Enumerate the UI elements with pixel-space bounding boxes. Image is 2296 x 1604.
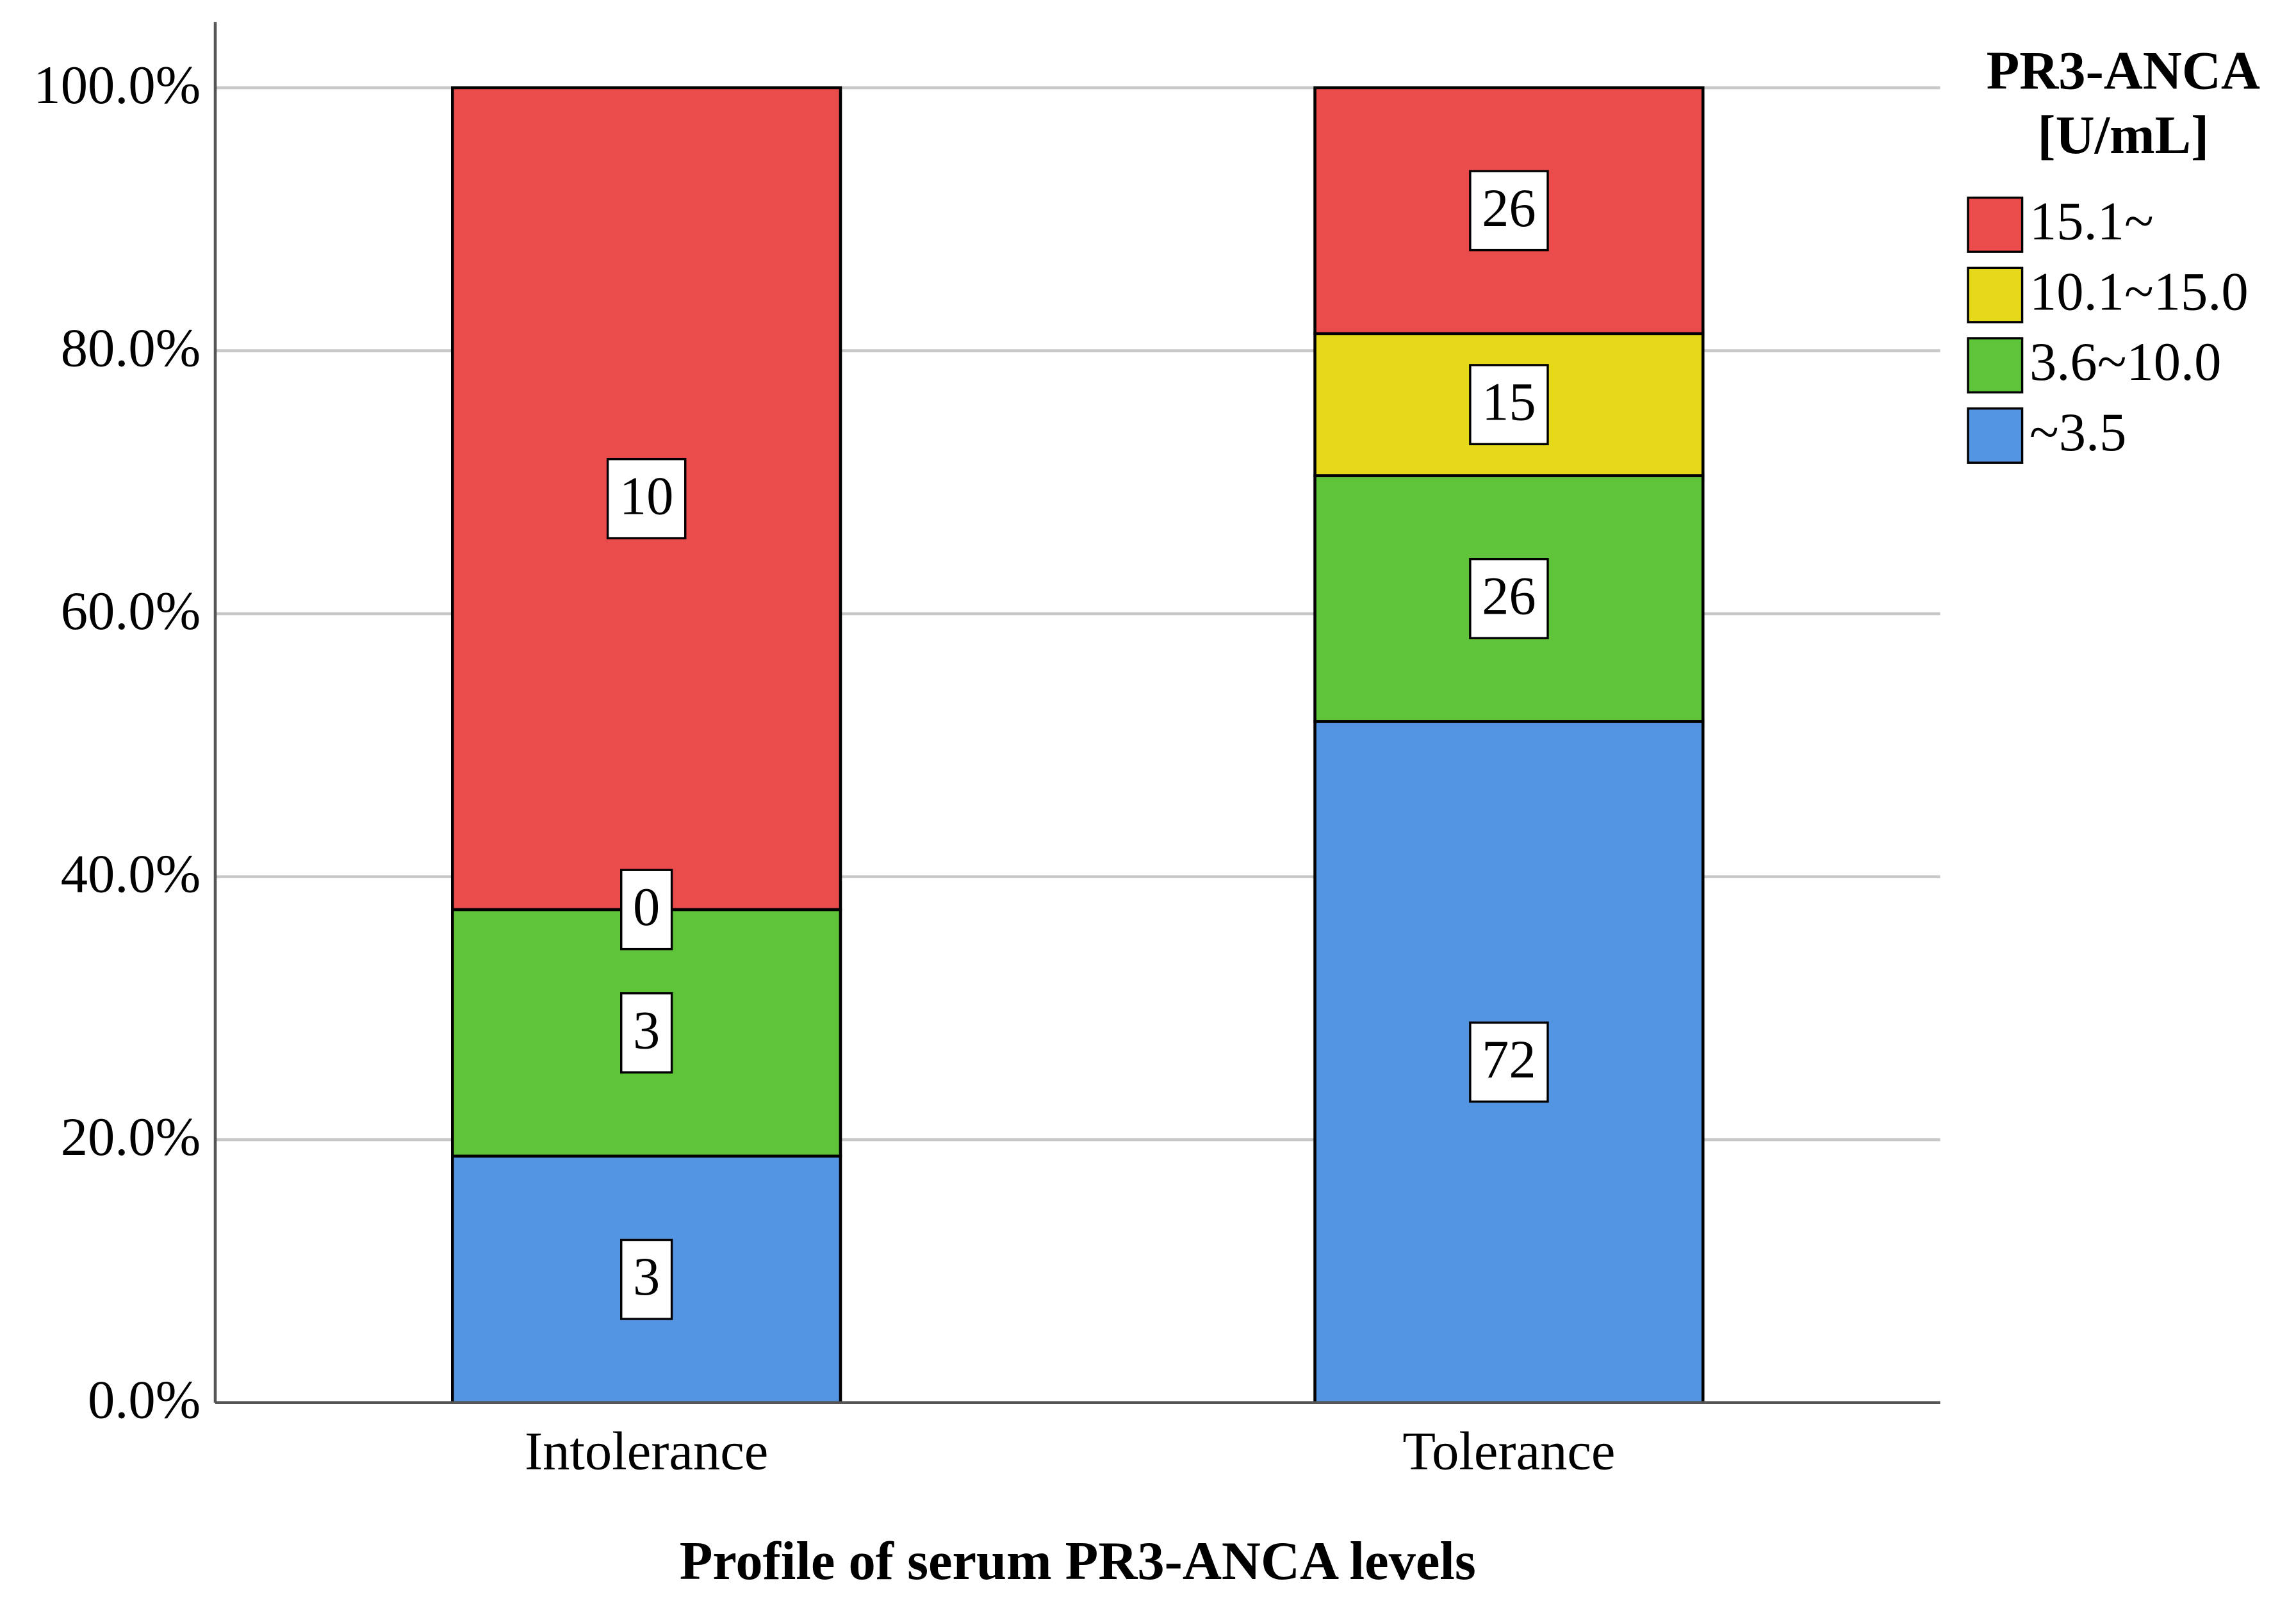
legend-swatch (1967, 196, 2024, 253)
legend-title: PR3-ANCA (1987, 41, 2260, 101)
data-label: 10 (619, 466, 674, 526)
data-label-box (1469, 364, 1549, 446)
legend-swatch (1967, 407, 2024, 464)
data-label: 3 (633, 1247, 660, 1307)
data-label: 3 (633, 1001, 660, 1060)
foreground: 0.0% 20.0% 40.0% 60.0% 80.0% 100.0% Intoleranc… (33, 22, 2249, 1482)
legend-label: 10.1~15.0 (2030, 262, 2249, 322)
data-label-box (1469, 170, 1549, 252)
legend-title: [U/mL] (2037, 106, 2209, 165)
x-tick-label: Tolerance (1402, 1422, 1615, 1482)
data-label: 0 (633, 878, 660, 937)
y-tick-label: 60.0% (61, 582, 201, 641)
data-label-box (620, 869, 673, 951)
data-label-box (1469, 558, 1549, 639)
data-label-box (1469, 1021, 1549, 1103)
data-label: 15 (1482, 373, 1536, 432)
data-label-box (620, 992, 673, 1074)
data-label-box (606, 457, 687, 539)
legend-label: 15.1~ (2030, 192, 2154, 252)
x-axis-title: Profile of serum PR3-ANCA levels (680, 1532, 1476, 1591)
data-label: 26 (1482, 179, 1536, 238)
data-label: 26 (1482, 566, 1536, 626)
y-tick-label: 20.0% (61, 1108, 201, 1167)
legend-swatch (1967, 266, 2024, 323)
legend-label: 3.6~10.0 (2030, 332, 2221, 392)
data-label: 72 (1482, 1030, 1536, 1090)
legend-label: ~3.5 (2030, 403, 2126, 462)
x-tick-label: Intolerance (525, 1422, 768, 1482)
bars (451, 86, 1705, 1404)
data-label-box (620, 1238, 673, 1320)
y-tick-label: 0.0% (88, 1371, 201, 1430)
y-tick-label: 100.0% (33, 56, 201, 115)
y-tick-label: 80.0% (61, 318, 201, 378)
legend-swatch (1967, 337, 2024, 394)
y-tick-label: 40.0% (61, 845, 201, 904)
